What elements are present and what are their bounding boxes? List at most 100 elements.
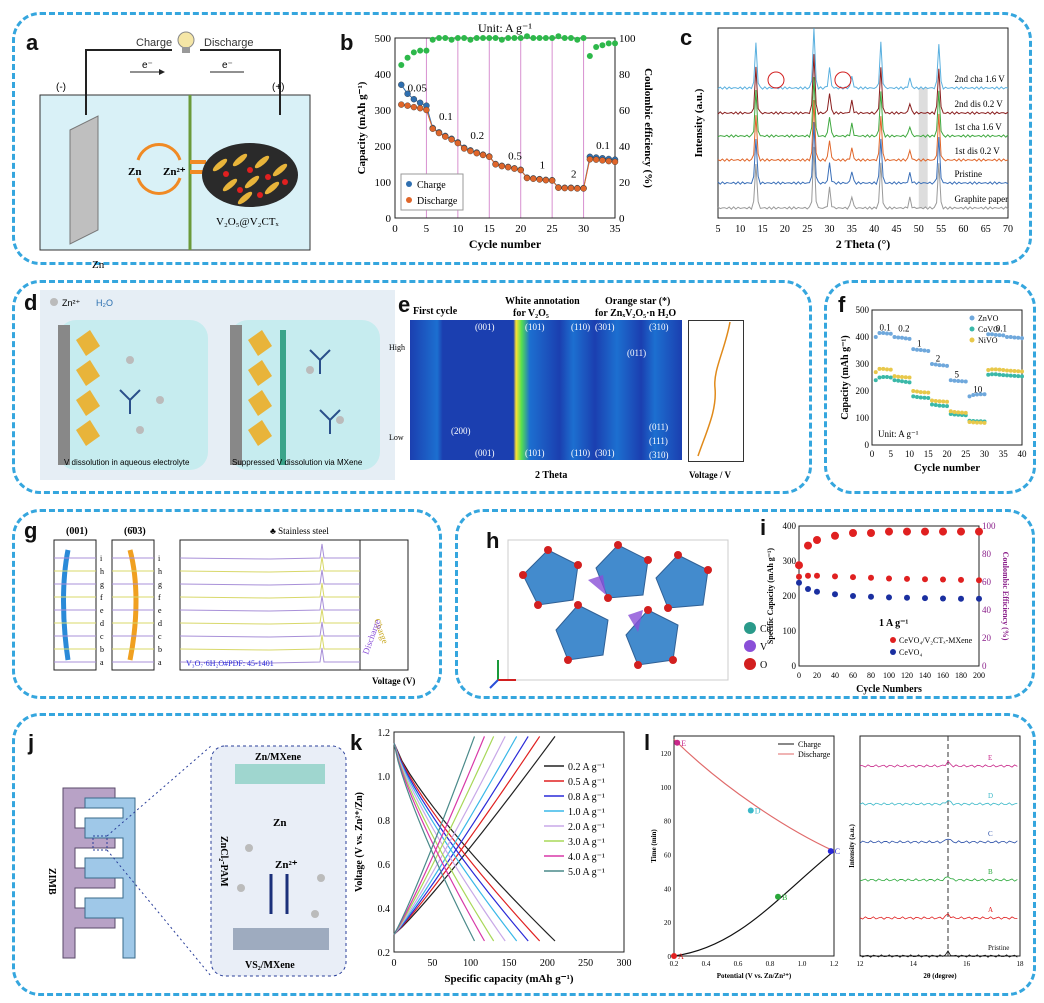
data-point — [1020, 369, 1024, 374]
legend-marker — [890, 637, 896, 643]
x-tick-label: 35 — [999, 449, 1009, 459]
subplot-frame-4 — [359, 539, 409, 671]
charge-curve — [393, 736, 556, 935]
data-point — [881, 366, 886, 371]
y2-tick-label: 100 — [982, 521, 996, 531]
data-point — [850, 574, 856, 581]
data-point — [967, 394, 972, 399]
xrd-trace-3 — [717, 99, 1009, 163]
curve-label: f — [100, 593, 103, 602]
y-tick-label: 100 — [375, 177, 392, 189]
caption-dissolution: V dissolution in aqueous electrolyte — [64, 458, 190, 467]
legend-o: O — [760, 660, 767, 671]
curve-label: g — [158, 580, 162, 589]
panel-d-schematic: Zn²⁺ H₂O V dissolution in aqueous electr… — [40, 290, 395, 480]
data-point — [997, 372, 1002, 377]
data-point — [580, 35, 587, 41]
data-point — [479, 151, 487, 159]
peak-310-top: (310) — [649, 322, 669, 332]
y-tick-label: 0.6 — [378, 860, 391, 871]
data-point — [945, 399, 949, 404]
data-point — [423, 106, 430, 114]
data-point — [945, 363, 949, 368]
charge-curve — [393, 736, 495, 935]
data-point — [530, 35, 537, 41]
peak-200: (200) — [451, 426, 471, 436]
discharge-curve — [393, 742, 506, 942]
panel-label-l: l — [644, 730, 651, 755]
positive-terminal: (+) — [272, 82, 285, 93]
x-tick-label: 20 — [515, 223, 527, 235]
data-point — [498, 162, 506, 170]
panel-label-c: c — [680, 25, 693, 50]
x-tick-label: 10 — [905, 449, 915, 459]
rate-label: 0.1 — [880, 322, 891, 332]
legend-v: V — [760, 642, 768, 653]
data-point — [473, 149, 480, 157]
curve-label: h — [158, 567, 162, 576]
xrd-trace-2 — [717, 76, 1009, 139]
colorbar-high: High — [389, 343, 405, 352]
x-axis-label: Cycle number — [914, 462, 980, 474]
legend-marker — [969, 337, 975, 343]
y-axis-label: Intensity (a.u.) — [848, 823, 856, 867]
curve-line — [179, 582, 360, 599]
data-point — [918, 395, 923, 400]
curve-label: d — [158, 619, 162, 628]
x-tick-label: 0 — [392, 958, 397, 969]
data-point — [941, 363, 946, 368]
point-marker — [671, 953, 677, 959]
discharge-curve — [393, 742, 556, 942]
cathode-label: V₂O₅@V₂CTₓ — [216, 216, 280, 228]
data-point — [486, 35, 493, 41]
white-annotation-sub: for V₂O₅ — [513, 308, 549, 319]
x-tick-label: 0 — [797, 671, 801, 680]
data-point — [404, 102, 411, 109]
stainless-label: ♣ Stainless steel — [270, 526, 329, 536]
xrd-trace — [859, 913, 1018, 920]
caption-suppressed: Suppressed V dissolution via MXene — [232, 458, 363, 467]
discharge-label: Discharge — [204, 37, 254, 49]
rate-label: 0.5 — [508, 151, 522, 163]
trace-label: 2nd cha 1.6 V — [954, 74, 1005, 84]
data-point — [926, 349, 931, 354]
y-tick-label: 400 — [375, 69, 392, 81]
data-point — [555, 33, 562, 40]
data-point — [975, 527, 983, 536]
data-point — [982, 420, 987, 425]
x-tick-label: 10 — [735, 224, 745, 235]
data-point — [903, 527, 911, 536]
data-point — [956, 379, 961, 384]
panel-label-d: d — [24, 290, 38, 315]
data-point — [982, 392, 987, 397]
data-point — [926, 396, 931, 401]
data-point — [555, 184, 562, 191]
peak-310-right: (310) — [649, 450, 669, 460]
panel-h-crystal: Ce V O — [489, 539, 772, 689]
data-point — [460, 145, 468, 152]
legend-label: NiVO — [978, 336, 998, 345]
data-point — [542, 35, 549, 41]
rate-label: 2 — [571, 169, 577, 181]
data-point — [915, 347, 919, 352]
x-tick-label: 40 — [869, 224, 879, 235]
data-point — [511, 35, 518, 41]
y2-tick-label: 20 — [619, 177, 631, 189]
peak-001-top: (001) — [475, 322, 495, 332]
data-point — [1005, 368, 1009, 373]
data-point — [461, 35, 468, 41]
y-tick-label: 200 — [856, 386, 870, 396]
data-point — [586, 156, 594, 163]
peak-011-right: (011) — [649, 422, 668, 432]
data-point — [804, 541, 812, 550]
orange-star-label: Orange star (*) — [605, 296, 670, 307]
data-point — [504, 164, 512, 171]
x-tick-label: 120 — [901, 671, 913, 680]
curve-line — [179, 569, 360, 586]
data-point — [960, 379, 964, 384]
x-tick-label: 12 — [857, 960, 865, 968]
data-point — [530, 175, 537, 182]
plot-frame — [394, 37, 616, 219]
data-point — [960, 410, 964, 415]
data-point — [593, 44, 600, 50]
